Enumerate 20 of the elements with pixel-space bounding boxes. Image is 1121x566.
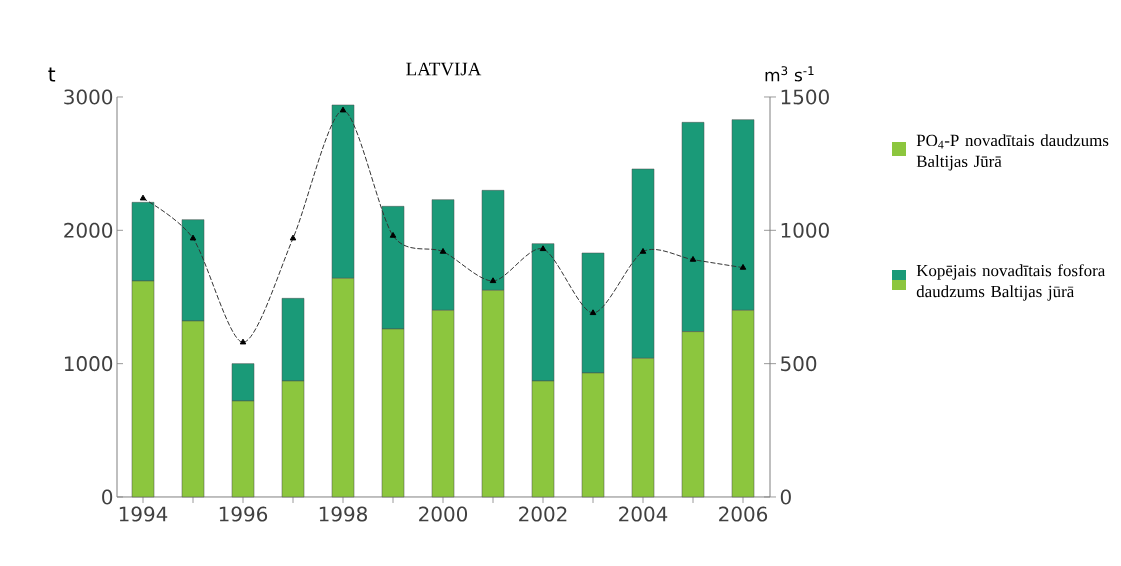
legend-label: PO$_{4}$-P novadītais daudzums Baltijas Jūrā — [916, 134, 1109, 171]
x-tick-label: 2004 — [619, 506, 668, 522]
y2-tick-label: 1000 — [781, 222, 829, 238]
x-tick-label: 1998 — [319, 506, 367, 522]
x-tick-label: 2006 — [719, 506, 768, 522]
y2-tick-label: 0 — [780, 489, 791, 505]
x-tick-label: 2002 — [519, 506, 567, 522]
x-tick-label: 1994 — [119, 506, 168, 522]
chart-title: LATVIJA — [406, 62, 482, 76]
y2-tick-label: 1500 — [781, 89, 829, 105]
x-tick-label: 2000 — [419, 506, 468, 522]
y-tick-label: 3000 — [64, 89, 113, 105]
y2-axis-title: m$^{3}$ s$^{-1}$ — [765, 66, 814, 82]
y-tick-label: 1000 — [64, 356, 113, 372]
y-tick-label: 0 — [102, 489, 113, 505]
y-tick-label: 2000 — [64, 222, 113, 238]
y-axis-title: t — [48, 67, 56, 82]
legend-label: Kopējais novadītais fosfora daudzums Baltijas jūrā — [916, 264, 1106, 301]
x-tick-label: 1996 — [219, 506, 268, 522]
y2-tick-label: 500 — [781, 356, 817, 372]
